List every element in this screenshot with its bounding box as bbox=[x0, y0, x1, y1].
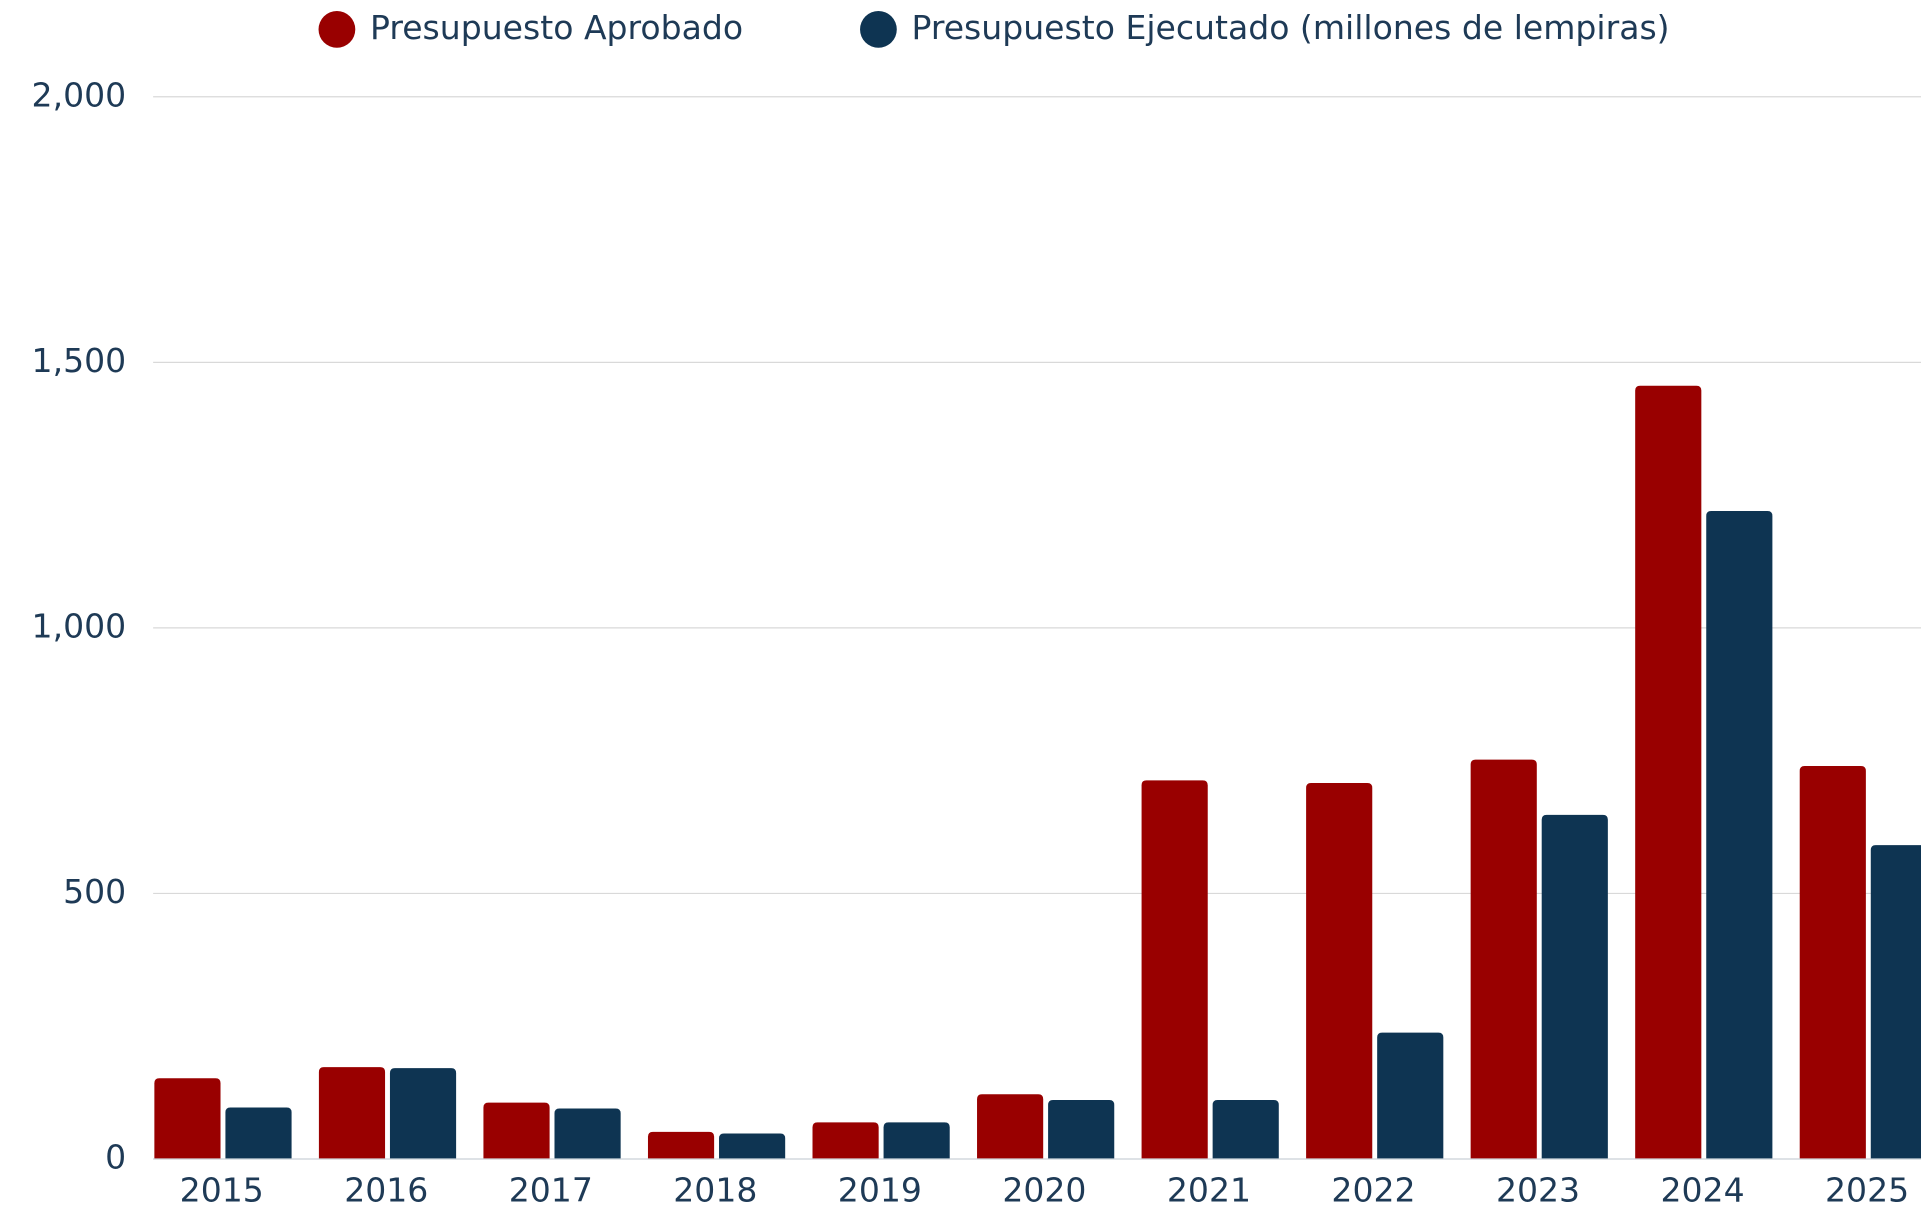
bar bbox=[318, 1067, 386, 1159]
bar bbox=[1870, 845, 1921, 1159]
x-tick-label: 2017 bbox=[509, 1171, 593, 1208]
bar bbox=[1212, 1100, 1279, 1159]
bar bbox=[1799, 765, 1866, 1159]
bar bbox=[1635, 385, 1702, 1159]
bar bbox=[647, 1131, 715, 1159]
x-tick-label: 2019 bbox=[838, 1171, 922, 1208]
bar bbox=[1541, 814, 1608, 1159]
bar bbox=[883, 1122, 950, 1159]
legend-label: Presupuesto Ejecutado (millones de lempi… bbox=[911, 8, 1669, 47]
legend-marker bbox=[860, 11, 897, 48]
x-tick-label: 2021 bbox=[1167, 1171, 1251, 1208]
bar bbox=[719, 1133, 786, 1159]
y-tick-label: 1,000 bbox=[32, 606, 127, 645]
x-tick-label: 2022 bbox=[1331, 1171, 1415, 1208]
y-tick-label: 500 bbox=[63, 872, 126, 911]
bar bbox=[389, 1068, 457, 1159]
y-tick-label: 0 bbox=[105, 1137, 126, 1176]
bar bbox=[1470, 759, 1537, 1159]
bar bbox=[554, 1108, 621, 1159]
bar bbox=[225, 1107, 292, 1159]
bar bbox=[812, 1122, 879, 1159]
y-tick-label: 2,000 bbox=[32, 75, 127, 114]
x-tick-label: 2020 bbox=[1002, 1171, 1086, 1208]
bar bbox=[1048, 1100, 1115, 1159]
x-tick-label: 2023 bbox=[1496, 1171, 1580, 1208]
x-tick-label: 2024 bbox=[1660, 1171, 1744, 1208]
x-tick-label: 2016 bbox=[344, 1171, 428, 1208]
bar bbox=[1377, 1032, 1444, 1159]
y-tick-label: 1,500 bbox=[32, 341, 127, 380]
bar bbox=[1706, 511, 1773, 1159]
bar bbox=[154, 1078, 221, 1159]
bar bbox=[977, 1094, 1044, 1159]
x-tick-label: 2015 bbox=[180, 1171, 264, 1208]
bar bbox=[483, 1102, 550, 1159]
x-tick-label: 2018 bbox=[673, 1171, 757, 1208]
legend-label: Presupuesto Aprobado bbox=[370, 8, 743, 47]
x-tick-label: 2025 bbox=[1825, 1171, 1909, 1208]
legend-marker bbox=[318, 11, 356, 48]
bar bbox=[1141, 780, 1208, 1159]
bar bbox=[1306, 782, 1373, 1159]
